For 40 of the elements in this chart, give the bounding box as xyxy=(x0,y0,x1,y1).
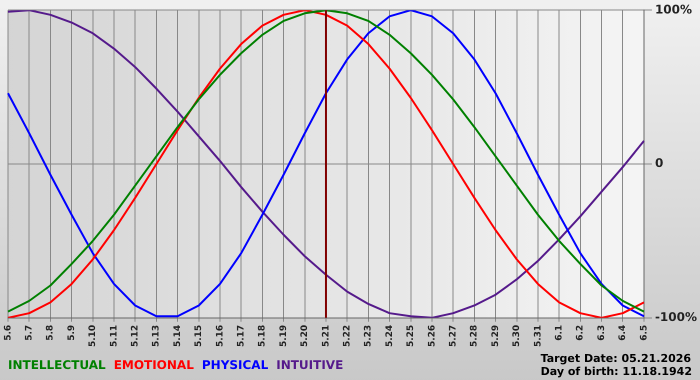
x-tick-label: 5.6 xyxy=(3,324,14,341)
x-tick-label: 5.23 xyxy=(364,324,374,348)
x-tick-label: 5.7 xyxy=(24,324,35,341)
x-tick-label: 5.21 xyxy=(321,324,332,348)
x-tick-label: 6.3 xyxy=(596,324,607,341)
text: INTELLECTUAL xyxy=(8,358,106,372)
x-tick-label: 5.20 xyxy=(300,324,310,348)
x-tick-label: 5.26 xyxy=(427,324,438,348)
x-tick-label: 5.12 xyxy=(130,324,141,348)
text: Day of birth: 11.18.1942 xyxy=(540,365,692,378)
x-tick-label: 5.9 xyxy=(66,324,77,341)
x-tick-label: 6.5 xyxy=(639,324,650,341)
x-tick-label: 5.15 xyxy=(194,324,204,348)
x-tick-label: 5.24 xyxy=(384,324,395,348)
x-tick-label: 5.19 xyxy=(278,324,289,348)
x-tick-label: 6.2 xyxy=(576,324,586,341)
x-tick-label: 5.16 xyxy=(215,324,226,348)
x-tick-label: 6.1 xyxy=(554,324,564,341)
x-tick-label: 5.27 xyxy=(448,324,459,348)
x-tick-label: 5.30 xyxy=(512,324,522,348)
x-tick-label: 5.28 xyxy=(470,324,480,348)
y-tick-label: 0 xyxy=(654,156,664,170)
x-tick-label: 5.17 xyxy=(236,324,247,348)
x-tick-label: 5.25 xyxy=(406,324,416,348)
y-tick-label: -100% xyxy=(654,310,698,324)
x-tick-label: 5.10 xyxy=(88,324,98,348)
x-tick-label: 5.18 xyxy=(258,324,268,348)
y-tick-label: 100% xyxy=(654,2,692,16)
text: EMOTIONAL xyxy=(114,358,194,372)
text: Target Date: 05.21.2026 xyxy=(540,352,692,365)
x-tick-label: 5.14 xyxy=(172,324,183,348)
x-tick-label: 5.13 xyxy=(152,324,162,348)
x-tick-label: 5.8 xyxy=(46,324,56,341)
text: PHYSICAL xyxy=(202,358,268,372)
x-tick-label: 6.4 xyxy=(618,324,628,341)
x-tick-label: 5.29 xyxy=(490,324,501,348)
x-tick-label: 5.31 xyxy=(533,324,544,348)
x-tick-label: 5.22 xyxy=(342,324,353,348)
text: INTUITIVE xyxy=(276,358,344,372)
x-tick-label: 5.11 xyxy=(109,324,120,348)
